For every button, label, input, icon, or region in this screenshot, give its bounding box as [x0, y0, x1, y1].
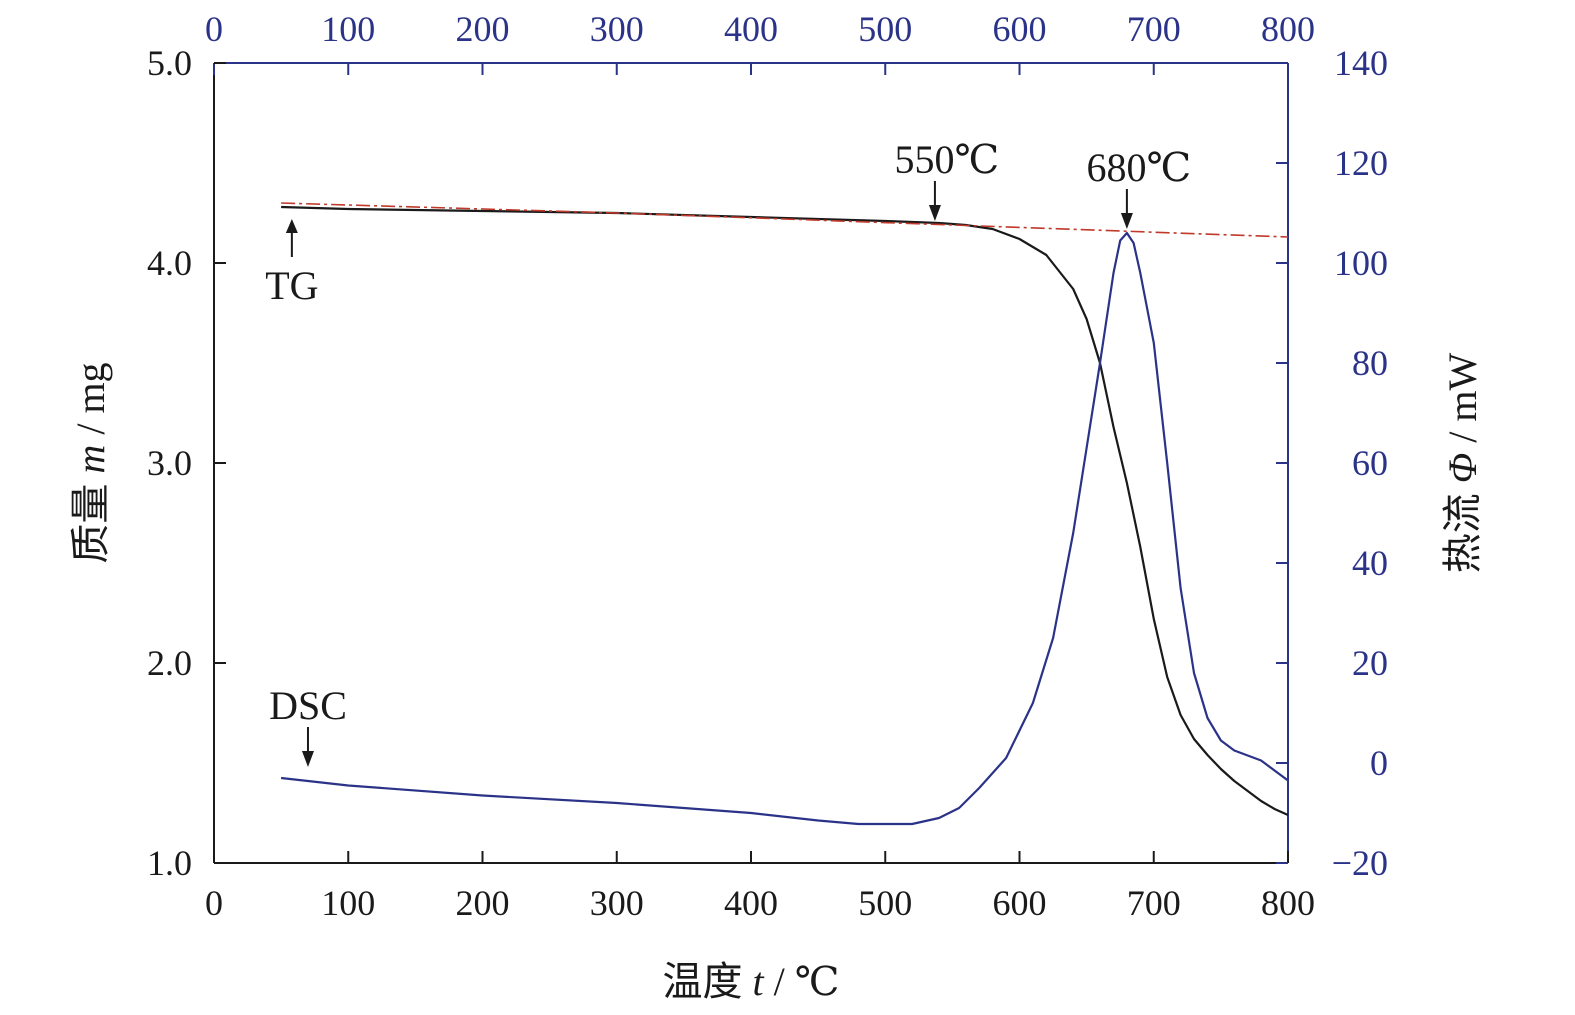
- x-top-tick-label: 600: [993, 9, 1047, 49]
- x-top-tick-label: 800: [1261, 9, 1315, 49]
- annotation-label-dsc: DSC: [269, 683, 347, 728]
- annotation-arrowhead-550: [928, 205, 941, 221]
- dsc-curve: [280, 231, 1289, 826]
- x-top-tick-label: 100: [321, 9, 375, 49]
- x-bottom-tick-label: 600: [993, 883, 1047, 923]
- x-bottom-tick-label: 400: [724, 883, 778, 923]
- y-left-tick-label: 3.0: [147, 443, 192, 483]
- y-left-tick-label: 1.0: [147, 843, 192, 883]
- annotation-arrowhead-dsc: [301, 751, 314, 767]
- y-right-tick-label: 40: [1352, 543, 1388, 583]
- y-right-axis-label: 热流 Φ / mW: [1440, 353, 1485, 574]
- y-left-tick-label: 2.0: [147, 643, 192, 683]
- annotations: TG DSC 550℃ 680℃: [265, 137, 1191, 767]
- x-top-tick-label: 0: [205, 9, 223, 49]
- annotation-label-tg: TG: [265, 263, 318, 308]
- y-right-tick-label: 140: [1334, 43, 1388, 83]
- x-top-tick-label: 700: [1127, 9, 1181, 49]
- y-left-axis-label: 质量 m / mg: [68, 362, 113, 563]
- x-bottom-tick-label: 500: [858, 883, 912, 923]
- annotation-arrowhead-tg: [285, 219, 298, 233]
- y-right-tick-label: −20: [1332, 843, 1388, 883]
- y-left-tick-label: 4.0: [147, 243, 192, 283]
- tg-curve: [281, 205, 1289, 817]
- y-left-tick-label: 5.0: [147, 43, 192, 83]
- x-bottom-tick-label: 700: [1127, 883, 1181, 923]
- x-bottom-tick-label: 800: [1261, 883, 1315, 923]
- y-right-tick-label: 100: [1334, 243, 1388, 283]
- annotation-arrowhead-680: [1120, 213, 1133, 229]
- x-top-tick-label: 300: [590, 9, 644, 49]
- y-right-tick-label: 20: [1352, 643, 1388, 683]
- x-bottom-tick-label: 300: [590, 883, 644, 923]
- y-right-tick-label: 0: [1370, 743, 1388, 783]
- x-bottom-tick-label: 100: [321, 883, 375, 923]
- annotation-label-550: 550℃: [895, 137, 1000, 182]
- axis-labels: 温度 t / ℃ 质量 m / mg 热流 Φ / mW: [68, 353, 1485, 1004]
- y-right-tick-label: 80: [1352, 343, 1388, 383]
- baseline-dashed-curve: [281, 202, 1289, 238]
- x-top-tick-label: 500: [858, 9, 912, 49]
- x-bottom-tick-label: 0: [205, 883, 223, 923]
- x-top-tick-label: 400: [724, 9, 778, 49]
- y-right-tick-label: 120: [1334, 143, 1388, 183]
- x-bottom-tick-label: 200: [456, 883, 510, 923]
- annotation-label-680: 680℃: [1087, 145, 1192, 190]
- x-axis-label: 温度 t / ℃: [663, 959, 840, 1004]
- data-series: [280, 202, 1289, 826]
- x-top-tick-label: 200: [456, 9, 510, 49]
- y-right-tick-label: 60: [1352, 443, 1388, 483]
